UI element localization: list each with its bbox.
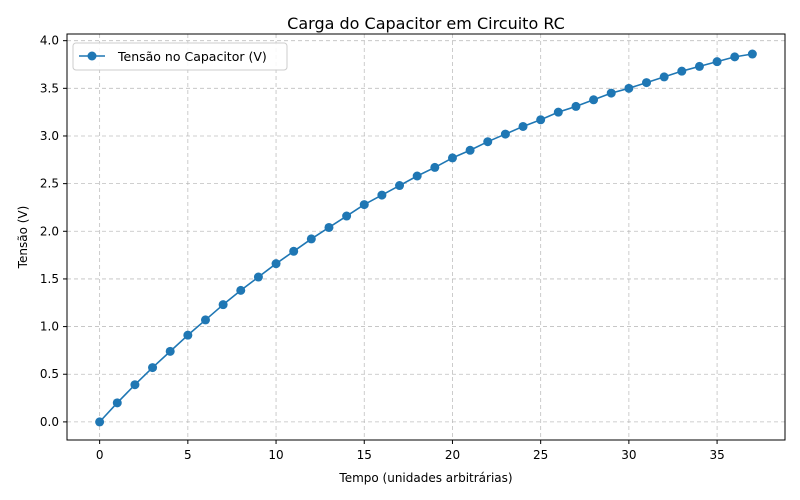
x-axis-label: Tempo (unidades arbitrárias) bbox=[338, 471, 512, 485]
series-layer bbox=[95, 49, 757, 427]
data-point bbox=[430, 162, 440, 172]
x-tick-label: 30 bbox=[621, 448, 636, 462]
data-point bbox=[624, 83, 634, 93]
data-point bbox=[518, 121, 528, 131]
data-point bbox=[306, 234, 316, 244]
legend: Tensão no Capacitor (V) bbox=[72, 42, 288, 71]
data-point bbox=[730, 52, 740, 62]
x-tick-label: 35 bbox=[709, 448, 724, 462]
data-point bbox=[606, 88, 616, 98]
legend-marker-swatch bbox=[87, 51, 97, 61]
y-tick-label: 0.5 bbox=[40, 367, 59, 381]
y-tick-label: 3.0 bbox=[40, 129, 59, 143]
data-point bbox=[500, 129, 510, 139]
data-point bbox=[236, 285, 246, 295]
data-point bbox=[148, 363, 158, 373]
data-point bbox=[483, 137, 493, 147]
x-tick-label: 5 bbox=[184, 448, 192, 462]
data-point bbox=[165, 346, 175, 356]
data-point bbox=[677, 66, 687, 76]
y-tick-label: 3.5 bbox=[40, 81, 59, 95]
data-point bbox=[359, 200, 369, 210]
data-point bbox=[642, 78, 652, 88]
data-point bbox=[465, 145, 475, 155]
data-point bbox=[342, 211, 352, 221]
data-point bbox=[553, 107, 563, 117]
y-tick-label: 1.5 bbox=[40, 272, 59, 286]
data-point bbox=[447, 153, 457, 163]
data-point bbox=[95, 417, 105, 427]
data-point bbox=[218, 300, 228, 310]
data-point bbox=[112, 398, 122, 408]
data-point bbox=[589, 95, 599, 105]
plot-frame bbox=[66, 33, 786, 441]
y-axis-label: Tensão (V) bbox=[16, 206, 30, 270]
data-point bbox=[659, 72, 669, 82]
data-point bbox=[712, 57, 722, 67]
x-tick-label: 10 bbox=[268, 448, 283, 462]
y-tick-label: 2.0 bbox=[40, 224, 59, 238]
chart-title: Carga do Capacitor em Circuito RC bbox=[287, 14, 565, 33]
data-point bbox=[536, 115, 546, 125]
data-point bbox=[324, 222, 334, 232]
x-tick-label: 15 bbox=[357, 448, 372, 462]
data-point bbox=[183, 330, 193, 340]
data-point bbox=[377, 190, 387, 200]
data-point bbox=[253, 272, 263, 282]
x-tick-label: 25 bbox=[533, 448, 548, 462]
grid bbox=[67, 34, 785, 440]
y-tick-label: 1.0 bbox=[40, 320, 59, 334]
data-point bbox=[747, 49, 757, 59]
x-tick-label: 20 bbox=[445, 448, 460, 462]
data-point bbox=[412, 171, 422, 181]
data-point bbox=[289, 246, 299, 256]
data-point bbox=[694, 61, 704, 71]
data-point bbox=[271, 259, 281, 269]
y-tick-label: 0.0 bbox=[40, 415, 59, 429]
x-tick-label: 0 bbox=[96, 448, 104, 462]
legend-label: Tensão no Capacitor (V) bbox=[117, 49, 267, 64]
data-point bbox=[571, 101, 581, 111]
y-tick-label: 4.0 bbox=[40, 34, 59, 48]
legend-box bbox=[72, 42, 288, 71]
y-tick-label: 2.5 bbox=[40, 177, 59, 191]
ticks: 0 5 10 15 20 25 30 35 0.0 0.5 1.0 1.5 2.0 2.5 3.0 3.5 4.… bbox=[40, 34, 725, 462]
series-line bbox=[99, 53, 753, 423]
data-point bbox=[200, 315, 210, 325]
data-point bbox=[130, 380, 140, 390]
data-point bbox=[395, 181, 405, 191]
